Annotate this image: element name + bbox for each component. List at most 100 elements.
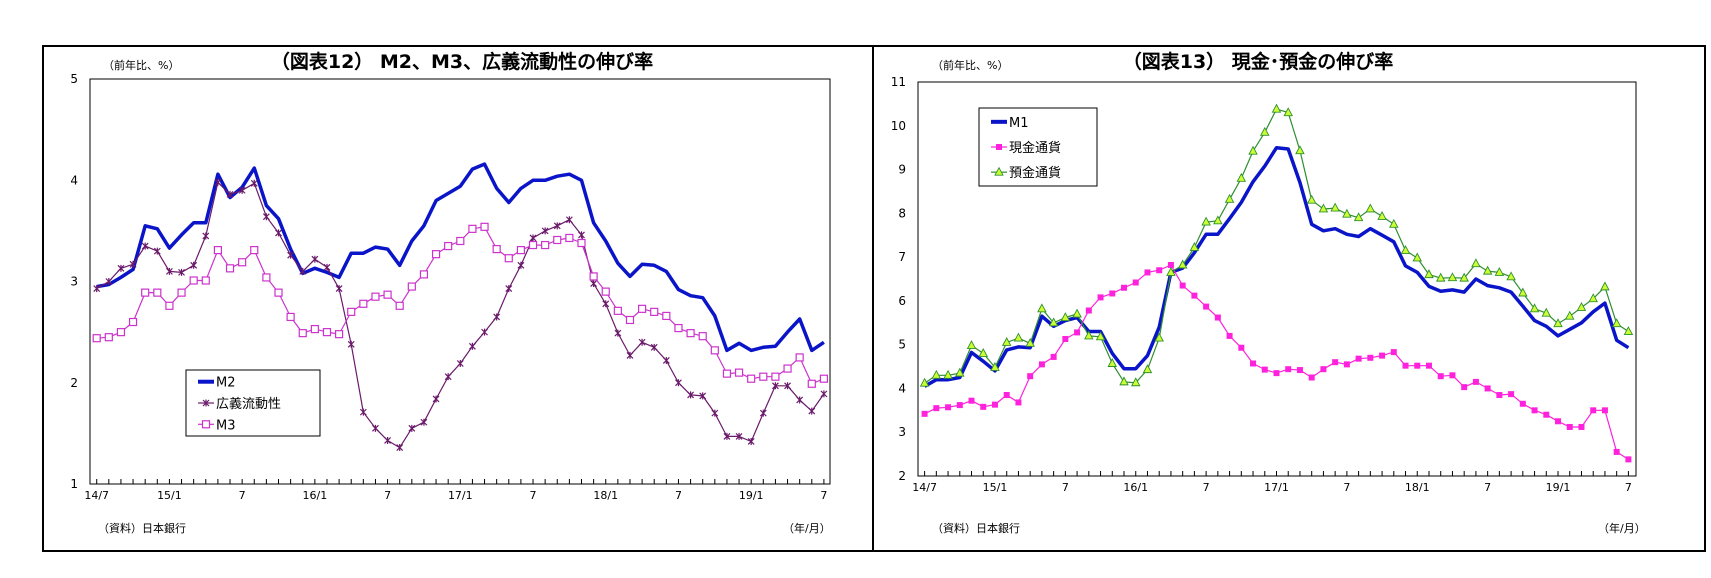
chart-12-data-point: [310, 324, 319, 334]
chart-12-x-tick-label: 17/1: [448, 489, 473, 502]
chart-12-data-point: [771, 372, 780, 381]
chart-12-data-point: [735, 432, 743, 440]
chart-12-series-1: [93, 178, 828, 452]
chart-12-data-point: [335, 285, 343, 293]
chart-13-data-point: [1318, 203, 1329, 213]
chart-13-data-point: [1177, 259, 1188, 269]
chart-12-data-point: [710, 346, 719, 355]
chart-13-data-point: [956, 402, 963, 409]
chart-12-data-point: [408, 424, 416, 432]
chart-13-data-point: [1353, 212, 1364, 222]
chart-13-data-point: [1471, 258, 1481, 268]
chart-12-data-point: [468, 342, 476, 350]
chart-12-data-point: [153, 247, 161, 255]
chart-13-data-point: [1588, 293, 1598, 303]
chart-12-data-point: [287, 251, 295, 259]
chart-12-data-point: [565, 233, 574, 243]
chart-13-data-point: [990, 361, 1000, 371]
chart-13-data-point: [1166, 266, 1176, 276]
chart-12-data-point: [505, 285, 513, 293]
chart-13-data-point: [1518, 287, 1528, 297]
chart-12-data-point: [372, 424, 379, 432]
chart-12-data-point: [504, 254, 513, 263]
chart-12-data-point: [165, 301, 174, 310]
chart-13-y-tick-label: 4: [898, 381, 906, 395]
chart-12-data-point: [347, 307, 356, 316]
chart-13-data-point: [1001, 337, 1012, 346]
chart-13-y-tick-label: 11: [891, 75, 906, 89]
chart-13-data-point: [1167, 261, 1174, 268]
chart-13-y-tick-label: 8: [898, 206, 906, 220]
chart-13-data-point: [1377, 210, 1387, 220]
chart-12-legend-marker: [201, 420, 211, 429]
chart-12-data-point: [128, 317, 138, 327]
chart-12-data-point: [675, 379, 682, 387]
chart-13-data-point: [1611, 318, 1622, 328]
chart-13-x-tick-label: 18/1: [1405, 481, 1430, 494]
chart-12-data-point: [177, 288, 186, 297]
chart-13-data-point: [1236, 172, 1247, 182]
chart-13-x-tick-label: 7: [1484, 481, 1491, 494]
chart-12-legend: M2 広義流動性 M3: [185, 369, 321, 437]
chart-13-data-point: [1424, 269, 1434, 279]
chart-12-data-point: [347, 340, 355, 348]
chart-13-data-point: [1095, 331, 1106, 341]
chart-12-data-point: [432, 395, 440, 403]
chart-12-x-tick-label: 7: [239, 489, 246, 502]
chart-12-data-point: [275, 229, 282, 237]
chart-13-data-point: [1015, 399, 1022, 406]
chart-12-data-point: [202, 232, 210, 240]
chart-13-data-point: [1482, 265, 1493, 275]
chart-13-series-0: [923, 145, 1630, 388]
chart-13-data-point: [1097, 294, 1104, 301]
chart-12-data-point: [674, 323, 683, 333]
chart-13-data-point: [1226, 332, 1233, 339]
chart-12-data-point: [238, 258, 247, 267]
chart-12-data-point: [759, 372, 768, 381]
chart-12-data-point: [420, 418, 428, 426]
chart-13-data-point: [1342, 208, 1352, 218]
chart-12-y-tick-label: 3: [70, 275, 78, 289]
chart-13-data-point: [1576, 301, 1587, 311]
chart-12-data-point: [250, 246, 259, 255]
chart-13-data-point: [1144, 269, 1151, 276]
chart-12-data-point: [444, 373, 452, 381]
chart-13-data-point: [1531, 407, 1538, 414]
chart-12-data-point: [820, 390, 828, 398]
chart-12-y-tick-label: 5: [70, 72, 78, 86]
chart-12-data-point: [553, 222, 561, 230]
chart-13-data-point: [1109, 290, 1116, 297]
chart-13-data-point: [1306, 194, 1317, 204]
chart-13-x-tick-label: 7: [1625, 481, 1632, 494]
chart-13-data-point: [1203, 303, 1210, 310]
chart-12-data-point: [747, 374, 756, 383]
chart-12-data-point: [626, 351, 634, 359]
chart-12-x-tick-label: 7: [384, 489, 391, 502]
chart-13-data-point: [1060, 312, 1071, 321]
chart-12-data-point: [686, 329, 695, 338]
chart-12-data-point: [190, 261, 198, 269]
chart-12-data-point: [419, 270, 429, 279]
chart-13-data-point: [1578, 423, 1585, 430]
chart-13-data-point: [1435, 272, 1446, 282]
chart-13-y-tick-label: 2: [898, 469, 906, 483]
chart-13-x-tick-label: 14/7: [912, 481, 937, 494]
chart-13-data-point: [1320, 366, 1327, 373]
chart-12-data-point: [578, 231, 585, 239]
chart-12-data-point: [747, 437, 755, 445]
chart-12-y-tick-label: 4: [70, 173, 78, 187]
chart-13-data-point: [1449, 372, 1456, 379]
chart-13-data-point: [1355, 355, 1362, 362]
chart-12-x-tick-label: 7: [530, 489, 537, 502]
chart-12-legend-marker: [202, 399, 210, 407]
chart-13-data-point: [1214, 314, 1221, 321]
chart-12-source: （資料）日本銀行: [98, 522, 186, 535]
chart-13-data-point: [1508, 391, 1515, 398]
chart-12-data-point: [189, 276, 198, 285]
chart-12-x-tick-label: 19/1: [739, 489, 764, 502]
chart-12-data-point: [759, 409, 767, 417]
chart-13-data-point: [1414, 362, 1421, 369]
chart-12-data-point: [650, 307, 659, 316]
chart-13-data-point: [933, 405, 940, 412]
chart-12-y-unit: （前年比、%）: [103, 59, 180, 72]
